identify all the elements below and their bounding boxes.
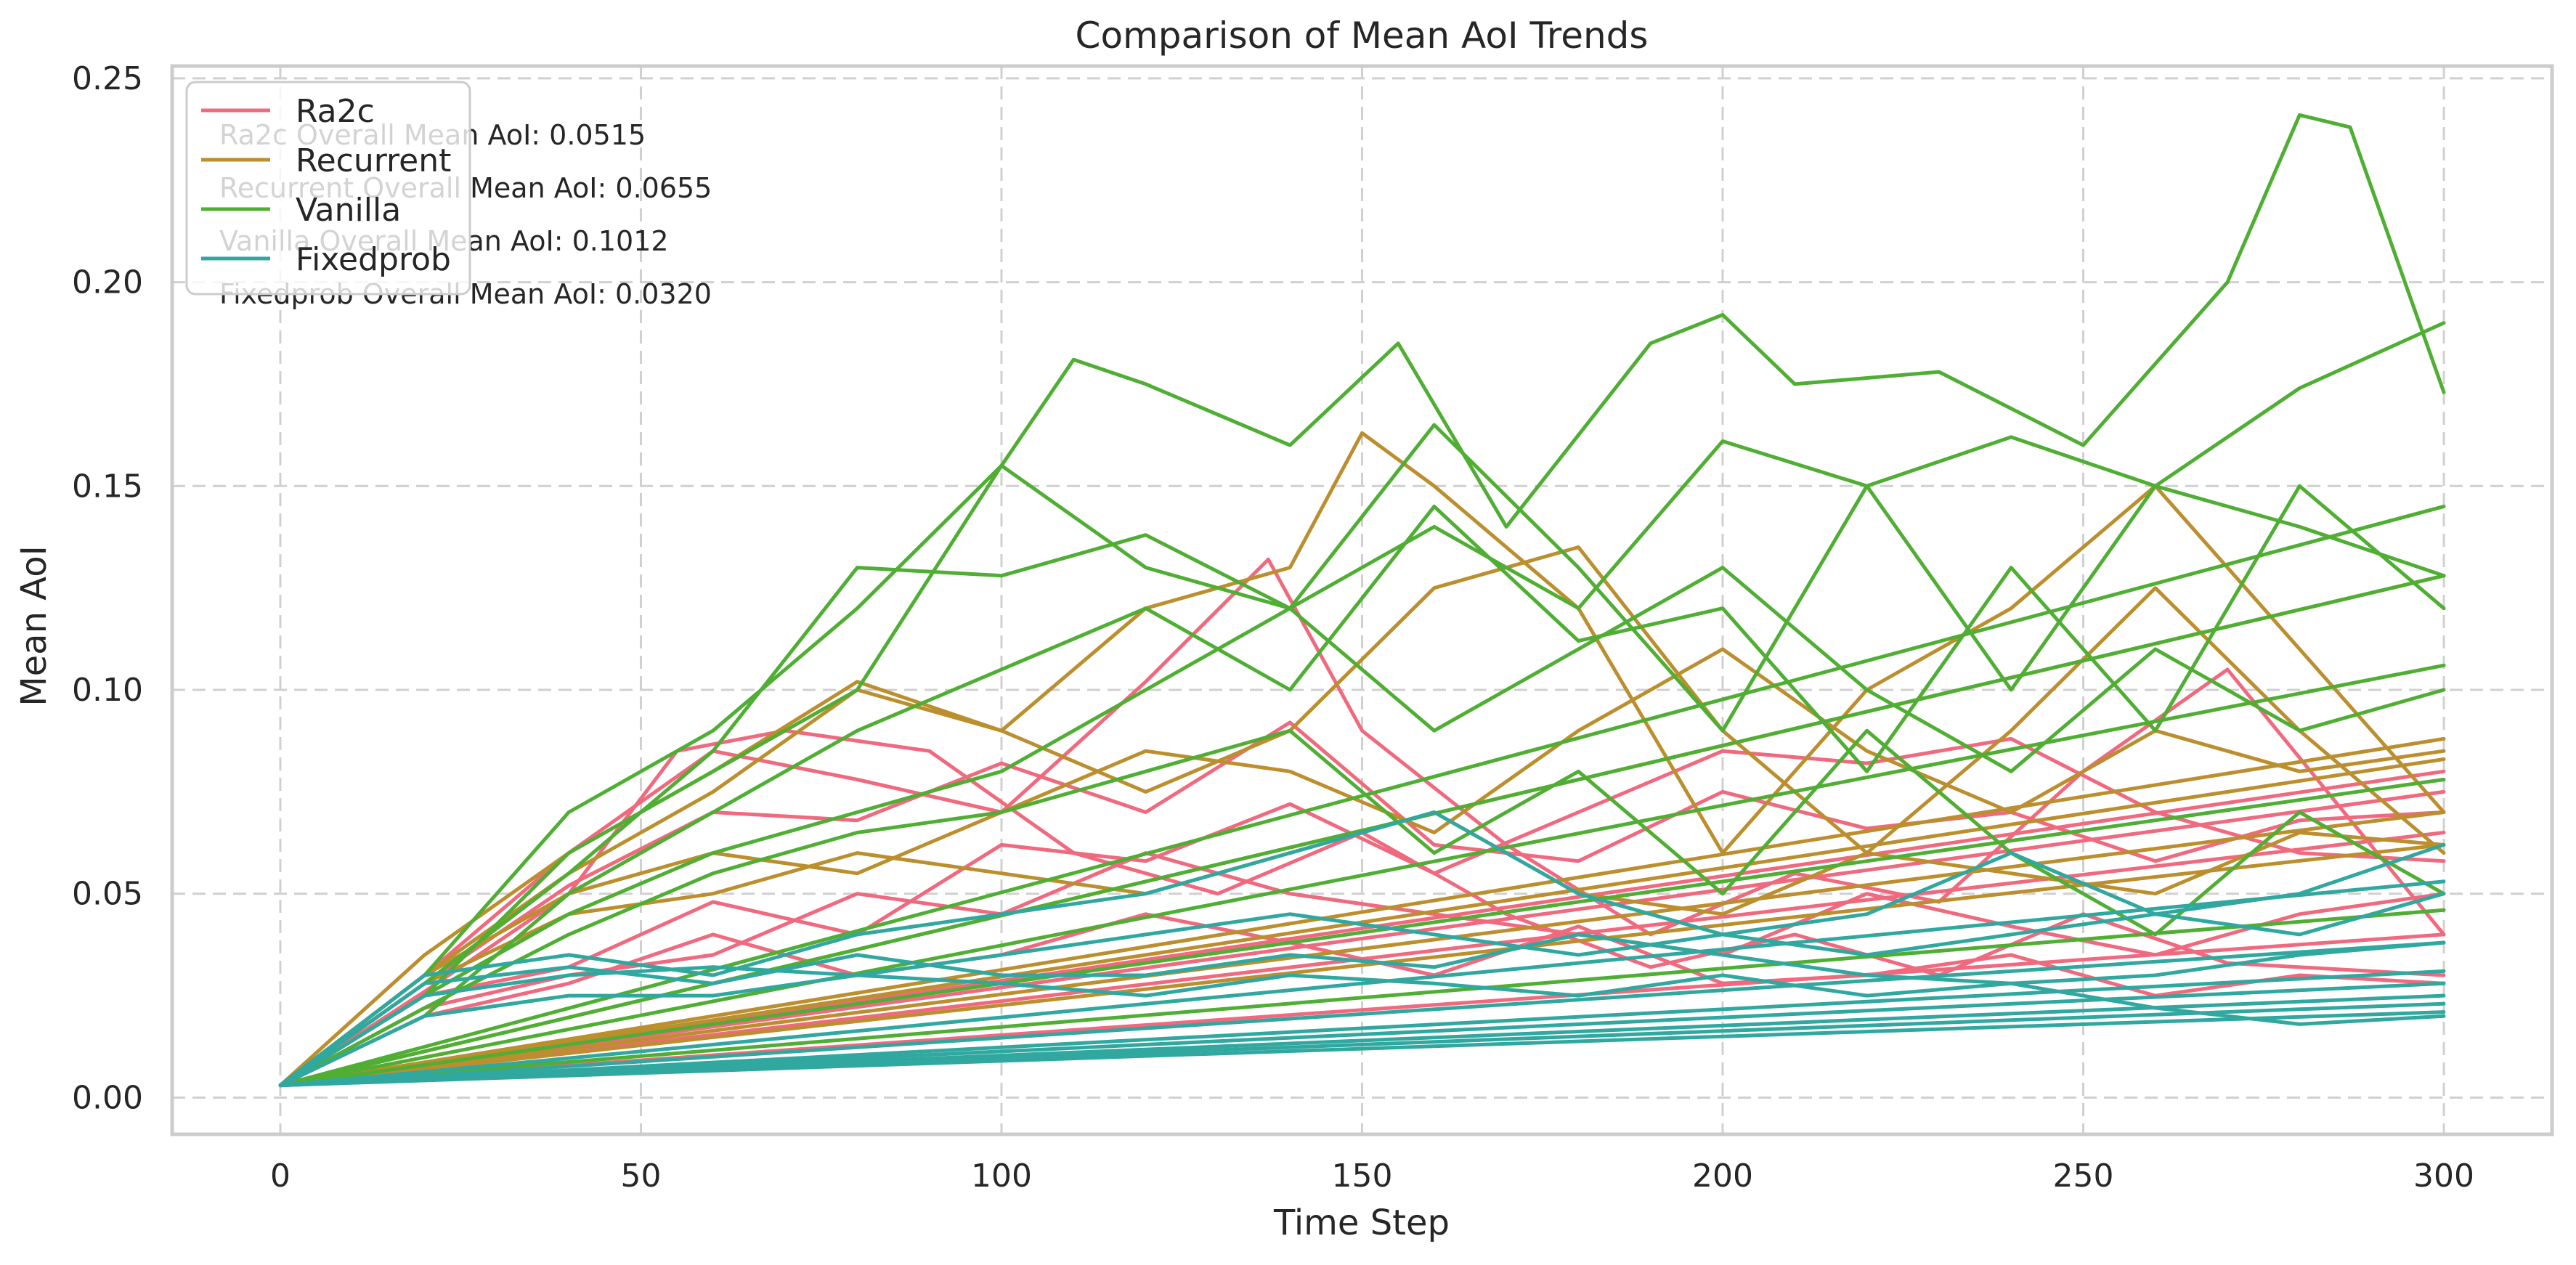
series-line bbox=[278, 810, 2446, 1088]
y-tick-label: 0.25 bbox=[72, 60, 143, 97]
y-tick-label: 0.20 bbox=[72, 264, 143, 301]
x-axis-label: Time Step bbox=[1273, 1203, 1450, 1243]
x-tick-label: 100 bbox=[971, 1158, 1032, 1195]
x-tick-label: 250 bbox=[2053, 1158, 2114, 1195]
series-line bbox=[278, 728, 2446, 1088]
legend-box bbox=[185, 81, 471, 296]
series-line bbox=[278, 789, 2446, 1088]
series-line bbox=[278, 663, 2446, 1088]
y-tick-label: 0.05 bbox=[72, 876, 143, 913]
series-line bbox=[278, 566, 2446, 1088]
x-tick-label: 50 bbox=[620, 1158, 661, 1195]
y-axis-label: Mean AoI bbox=[14, 545, 54, 707]
series-line bbox=[278, 981, 2446, 1088]
series-line bbox=[278, 647, 2446, 1088]
series-line bbox=[278, 757, 2446, 1088]
series-line bbox=[278, 973, 2446, 1088]
x-tick-label: 300 bbox=[2413, 1158, 2474, 1195]
y-tick-label: 0.00 bbox=[72, 1079, 143, 1116]
series-line bbox=[278, 484, 2446, 1088]
series-vanilla bbox=[278, 113, 2446, 1088]
legend: Ra2c Recurrent Vanilla Fixedprob bbox=[185, 81, 471, 296]
series-line bbox=[278, 932, 2446, 1088]
series-line bbox=[278, 504, 2446, 1088]
series-line bbox=[278, 431, 2446, 1088]
series-line bbox=[278, 831, 2446, 1088]
series-line bbox=[278, 908, 2446, 1088]
series-line bbox=[278, 574, 2446, 1088]
series-line bbox=[278, 969, 2446, 1088]
legend-label: Ra2c bbox=[296, 93, 375, 130]
x-tick-label: 0 bbox=[270, 1158, 290, 1195]
y-tick-label: 0.10 bbox=[72, 672, 143, 709]
series-line bbox=[278, 879, 2446, 1088]
series-lines bbox=[278, 113, 2446, 1088]
plot-frame bbox=[170, 64, 2554, 1136]
series-line bbox=[278, 778, 2446, 1088]
x-tick-label: 150 bbox=[1332, 1158, 1393, 1195]
legend-label: Recurrent bbox=[296, 142, 451, 179]
series-fixedprob bbox=[278, 810, 2446, 1088]
legend-label: Fixedprob bbox=[296, 241, 451, 278]
series-line bbox=[278, 736, 2446, 1088]
series-line bbox=[278, 940, 2446, 1088]
series-line bbox=[278, 842, 2446, 1088]
series-line bbox=[278, 113, 2446, 1088]
series-line bbox=[278, 557, 2446, 1088]
x-tick-label: 200 bbox=[1692, 1158, 1753, 1195]
series-line bbox=[278, 720, 2446, 1088]
series-line bbox=[278, 810, 2446, 1088]
y-tick-label: 0.15 bbox=[72, 468, 143, 505]
legend-label: Vanilla bbox=[296, 192, 401, 229]
axis-ticks: 0 50 100 150 200 250 300 0.00 0.05 0.10 0.15 0.20 0.… bbox=[72, 60, 2474, 1195]
series-line bbox=[278, 423, 2446, 1088]
series-line bbox=[278, 1010, 2446, 1088]
series-line bbox=[278, 736, 2446, 1088]
chart-title: Comparison of Mean AoI Trends bbox=[1076, 15, 1649, 57]
